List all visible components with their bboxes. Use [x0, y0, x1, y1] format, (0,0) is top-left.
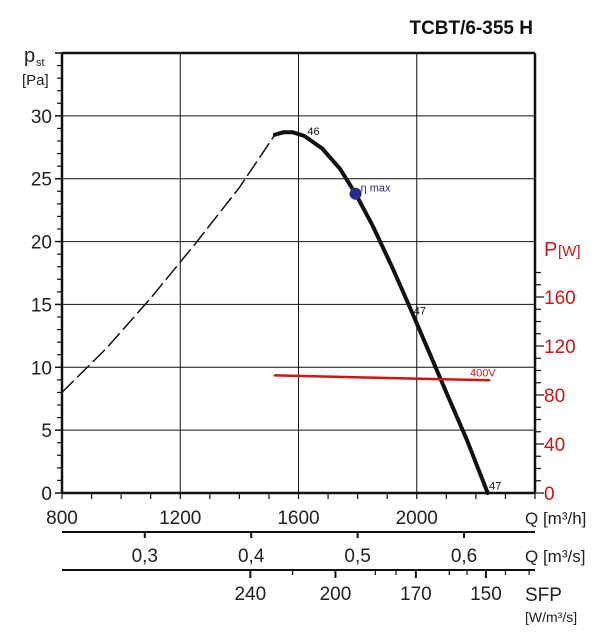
y-axis-unit: [Pa]	[22, 72, 49, 89]
x2-tick-label: 0,4	[238, 546, 265, 567]
x-axis-label: Q [m³/h]	[525, 509, 586, 528]
y2-tick-label: 120	[544, 337, 576, 358]
x2-tick-label: 0,5	[344, 546, 370, 567]
eta-max-point	[349, 187, 362, 200]
y-tick-label: 20	[31, 233, 52, 254]
x3-axis-unit: [W/m³/s]	[525, 609, 577, 625]
y2-tick-label: 0	[544, 484, 555, 505]
annotation-label: 47	[489, 480, 501, 492]
y-tick-label: 25	[31, 170, 52, 191]
x2-tick-label: 0,6	[451, 546, 477, 567]
series-pressure-unstable	[61, 133, 276, 394]
y-axis-label: p	[24, 45, 35, 67]
x2-tick-label: 0,3	[132, 546, 158, 567]
y-axis-label-sub: st	[36, 57, 45, 69]
x3-tick-label: 240	[234, 584, 266, 605]
y2-axis-unit: [W]	[558, 243, 581, 260]
annotation-label: 46	[307, 126, 319, 138]
y-tick-label: 15	[31, 295, 52, 316]
y2-tick-label: 80	[544, 386, 565, 407]
x-tick-label: 2000	[396, 508, 438, 529]
x2-axis-label: Q [m³/s]	[525, 547, 585, 566]
annotation-label: 47	[414, 306, 426, 318]
y2-tick-label: 160	[544, 288, 576, 309]
x-tick-label: 1600	[277, 508, 319, 529]
series-400v	[273, 374, 491, 382]
y-tick-label: 30	[31, 107, 52, 128]
y2-axis-label: P	[544, 239, 557, 261]
x3-tick-label: 170	[400, 584, 432, 605]
x3-axis-label: SFP	[525, 585, 562, 606]
y2-tick-label: 40	[544, 435, 565, 456]
y-tick-label: 5	[41, 421, 52, 442]
y-tick-label: 10	[31, 358, 52, 379]
y-tick-label: 0	[41, 484, 52, 505]
x-tick-label: 1200	[159, 508, 201, 529]
annotation-label: η max	[361, 183, 391, 195]
x3-tick-label: 150	[470, 584, 502, 605]
x-tick-label: 800	[46, 508, 78, 529]
chart-title: TCBT/6-355 H	[409, 18, 533, 39]
annotation-label: 400V	[470, 367, 496, 379]
series-pressure	[272, 130, 490, 495]
x3-tick-label: 200	[320, 584, 352, 605]
